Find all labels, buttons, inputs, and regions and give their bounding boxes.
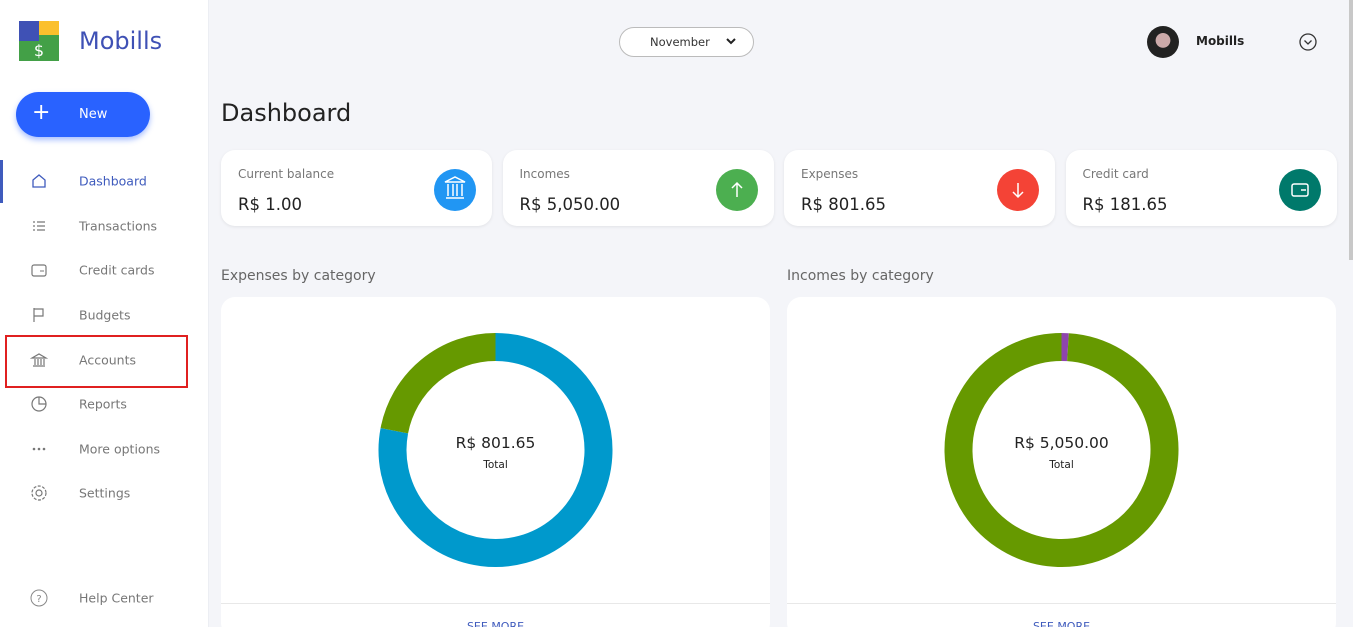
avatar[interactable] (1147, 26, 1179, 58)
nav-item[interactable]: Transactions (79, 218, 158, 234)
nav-item[interactable]: More options (79, 441, 160, 457)
highlight-box (5, 335, 188, 388)
nav-item[interactable]: Budgets (79, 307, 131, 323)
donut-title: Expenses by category (221, 268, 376, 284)
active-indicator (0, 160, 3, 203)
nav-item[interactable]: Credit cards (79, 262, 155, 278)
donut-chart: R$ 5,050.00 Total SEE MORE (787, 333, 1336, 627)
card-label: Incomes (519, 167, 570, 181)
nav-icon (32, 447, 46, 451)
nav-icon (31, 396, 47, 412)
svg-text:$: $ (34, 41, 44, 60)
summary-card[interactable]: Current balance R$ 1.00 (221, 150, 492, 226)
card-icon (715, 169, 758, 211)
donut-segment[interactable] (378, 333, 613, 567)
summary-card[interactable]: Credit card R$ 181.65 (1065, 150, 1337, 226)
nav-item[interactable]: Reports (79, 396, 127, 412)
user-name: Mobills (1196, 34, 1245, 48)
nav-icon (33, 308, 44, 322)
new-button[interactable]: + New (16, 92, 150, 137)
donut-segment[interactable] (380, 333, 496, 434)
card-icon (1278, 169, 1321, 211)
card-icon (997, 169, 1039, 211)
svg-text:?: ? (36, 594, 41, 605)
donut-total-label: Total (482, 459, 508, 471)
user-menu[interactable] (1299, 33, 1317, 51)
nav-icon (33, 221, 45, 231)
scrollbar (1349, 0, 1353, 260)
donut-panel: R$ 801.65 Total SEE MORE (221, 297, 770, 627)
month-label: November (650, 35, 710, 49)
nav-icon (30, 353, 48, 367)
donut-chart: R$ 801.65 Total SEE MORE (221, 333, 770, 627)
donut-total-label: Total (1048, 459, 1074, 471)
nav-icon (31, 264, 47, 277)
summary-card[interactable]: Incomes R$ 5,050.00 (502, 150, 774, 226)
help-icon: ? (30, 589, 48, 607)
nav-item[interactable]: Dashboard (79, 173, 147, 189)
nav-item[interactable]: Settings (79, 485, 131, 501)
donut-panel: R$ 5,050.00 Total SEE MORE (787, 297, 1336, 627)
brand: Mobills (79, 27, 163, 55)
chevron (726, 38, 736, 45)
nav-icon (32, 174, 46, 188)
card-value: R$ 5,050.00 (519, 195, 621, 214)
card-value: R$ 1.00 (238, 195, 302, 214)
page-title: Dashboard (221, 99, 352, 127)
month-selector[interactable]: November (619, 27, 754, 57)
help-link[interactable]: Help Center (79, 590, 154, 606)
see-more-link[interactable]: SEE MORE (467, 620, 524, 627)
see-more-link[interactable]: SEE MORE (1033, 620, 1090, 627)
card-label: Credit card (1082, 167, 1149, 181)
donut-total: R$ 5,050.00 (1014, 434, 1109, 452)
card-label: Current balance (238, 167, 335, 181)
logo: $ (19, 21, 59, 61)
donut-total: R$ 801.65 (456, 434, 536, 452)
card-value: R$ 181.65 (1082, 195, 1168, 214)
donut-segment[interactable] (944, 333, 1179, 567)
nav-icon (31, 485, 47, 501)
sidebar: $ Mobills + New Dashboard Transactions Cre… (0, 0, 209, 627)
plus-icon: + (32, 100, 51, 125)
new-label: New (79, 107, 108, 122)
donut-title: Incomes by category (787, 268, 934, 284)
card-icon (434, 169, 476, 211)
nav-item[interactable]: Accounts (79, 352, 136, 368)
card-value: R$ 801.65 (801, 195, 886, 214)
card-label: Expenses (801, 167, 859, 181)
summary-card[interactable]: Expenses R$ 801.65 (784, 150, 1055, 226)
